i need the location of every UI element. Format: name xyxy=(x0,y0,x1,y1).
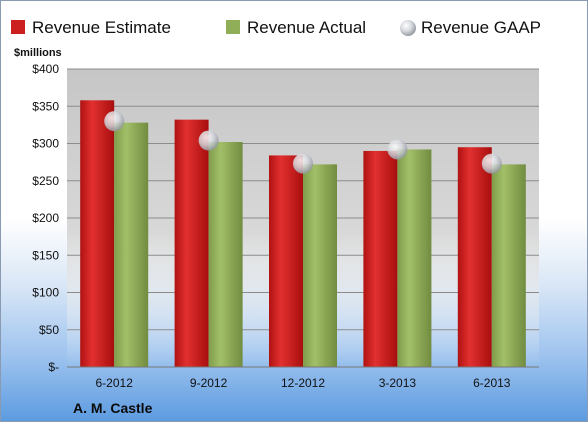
y-axis-unit: $millions xyxy=(14,47,62,59)
x-tick-label: 9-2012 xyxy=(190,376,228,390)
y-tick-label: $250 xyxy=(32,174,59,188)
y-tick-label: $400 xyxy=(32,62,59,76)
y-tick-label: $350 xyxy=(32,99,59,113)
x-tick-label: 6-2012 xyxy=(96,376,134,390)
gaap-markers xyxy=(104,111,502,174)
bar-revenue-estimate xyxy=(174,119,209,367)
bar-revenue-estimate xyxy=(80,100,115,367)
y-axis-ticks: $- $50 $100 $150 $200 $250 $300 $350 $400 xyxy=(32,62,59,374)
bar-revenue-estimate xyxy=(269,155,303,367)
y-tick-label: $- xyxy=(48,360,59,374)
x-tick-label: 3-2013 xyxy=(379,376,417,390)
marker-revenue-gaap xyxy=(104,111,125,132)
marker-revenue-gaap xyxy=(481,153,502,174)
marker-revenue-gaap xyxy=(198,130,219,151)
x-tick-label: 12-2012 xyxy=(281,376,325,390)
x-tick-label: 6-2013 xyxy=(473,376,511,390)
legend-swatch-gaap xyxy=(400,20,416,36)
bar-revenue-estimate xyxy=(363,150,398,367)
legend: Revenue Estimate Revenue Actual Revenue … xyxy=(11,18,541,37)
bar-revenue-actual xyxy=(208,142,243,367)
marker-revenue-gaap xyxy=(293,153,313,174)
bar-revenue-actual xyxy=(114,122,149,367)
bar-revenue-estimate xyxy=(457,147,492,367)
legend-label-actual: Revenue Actual xyxy=(247,18,366,37)
legend-label-estimate: Revenue Estimate xyxy=(32,18,171,37)
y-tick-label: $150 xyxy=(32,248,59,262)
legend-label-gaap: Revenue GAAP xyxy=(421,18,541,37)
company-name: A. M. Castle xyxy=(73,400,153,416)
y-tick-label: $100 xyxy=(32,286,59,300)
x-axis-ticks: 6-2012 9-2012 12-2012 3-2013 6-2013 xyxy=(96,376,511,390)
y-tick-label: $50 xyxy=(39,323,59,337)
bars xyxy=(80,100,526,367)
y-tick-label: $200 xyxy=(32,211,59,225)
bar-revenue-actual xyxy=(397,149,432,367)
legend-swatch-actual xyxy=(226,20,240,34)
y-tick-label: $300 xyxy=(32,137,59,151)
marker-revenue-gaap xyxy=(387,139,408,160)
bar-revenue-actual xyxy=(491,164,526,367)
bar-revenue-actual xyxy=(303,164,337,367)
legend-swatch-estimate xyxy=(11,20,25,34)
